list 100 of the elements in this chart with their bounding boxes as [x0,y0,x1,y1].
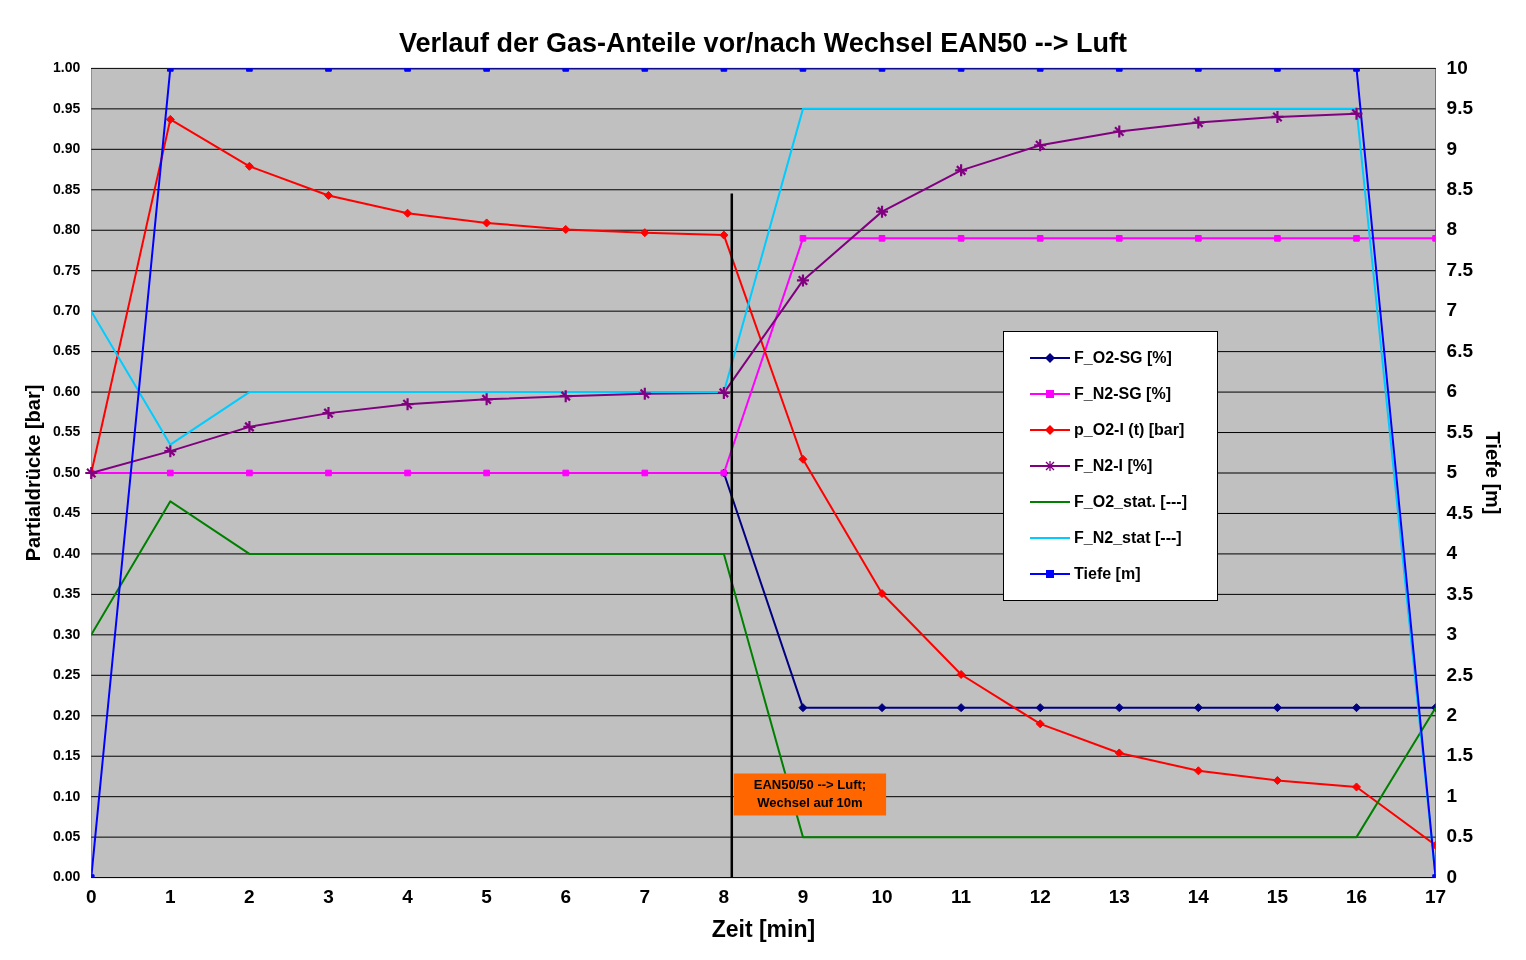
point [246,469,253,477]
x-tick-label: 10 [871,886,893,908]
point [719,230,729,240]
legend-label: F_N2-I [%] [1074,457,1153,475]
y-tick-label: 0.25 [53,666,81,683]
y2-tick-label: 4 [1446,542,1458,564]
point [640,228,650,238]
y-tick-label: 0.05 [53,828,81,844]
y-tick-label: 0.15 [53,747,81,764]
point [878,235,886,242]
y2-tick-label: 10 [1446,56,1468,78]
point [167,469,174,477]
legend-label: F_O2_stat. [---] [1074,493,1187,511]
y2-axis-title: Tiefe [m] [1482,431,1505,515]
point [877,703,887,713]
point [1352,703,1362,713]
y-tick-label: 0.85 [53,180,81,197]
point [799,235,807,242]
x-tick-label: 13 [1108,886,1130,908]
x-tick-label: 6 [560,886,572,908]
x-tick-label: 11 [951,886,972,908]
legend-label: F_N2-SG [%] [1074,385,1171,403]
x-tick-label: 0 [85,886,97,908]
y-tick-label: 1.00 [53,59,81,76]
y2-tick-label: 9.5 [1446,97,1474,119]
ref-line-label: EAN50/50 --> Luft; Wechsel auf 10m [753,777,867,811]
point [956,669,966,679]
y-tick-label: 0.30 [53,625,81,642]
point [1274,235,1281,242]
point [957,235,965,242]
x-tick-label: 8 [718,886,730,908]
point [323,190,333,200]
point [798,703,808,713]
x-tick-label: 16 [1345,886,1368,908]
y-tick-label: 0.65 [53,342,81,359]
point [1352,782,1362,792]
x-tick-label: 3 [323,886,334,908]
point [798,454,808,464]
y-tick-label: 0.35 [53,585,81,602]
legend-label: Tiefe [m] [1074,565,1141,583]
y2-tick-label: 3 [1446,623,1458,645]
y2-tick-label: 7.5 [1446,258,1474,280]
x-axis-title: Zeit [min] [711,915,816,942]
y-tick-label: 0.50 [53,463,81,480]
legend-label: F_O2-SG [%] [1074,349,1172,367]
chart-title: Verlauf der Gas-Anteile vor/nach Wechsel EAN50 --> Luft [399,27,1127,58]
point [403,208,413,218]
y-tick-label: 0.55 [53,423,81,440]
y2-tick-label: 9 [1446,137,1458,159]
x-tick-label: 14 [1187,886,1210,908]
point [1114,703,1124,713]
point [1115,235,1123,242]
point [1353,235,1360,242]
x-tick-label: 1 [165,886,177,908]
y2-tick-label: 0.5 [1446,825,1474,847]
point [561,224,571,234]
x-tick-label: 17 [1425,886,1447,908]
point [243,420,256,433]
x-tick-label: 9 [797,886,809,908]
y2-tick-label: 6.5 [1446,339,1474,361]
y-tick-label: 0.95 [53,99,81,116]
point [483,469,490,477]
y2-tick-label: 8.5 [1446,178,1474,200]
y2-tick-label: 3.5 [1446,582,1474,604]
y-tick-label: 0.60 [53,382,81,399]
point [641,469,649,477]
point [1036,235,1044,242]
y2-tick-label: 7 [1446,299,1458,321]
y2-tick-label: 1 [1446,784,1458,806]
y-tick-label: 0.80 [53,221,81,238]
point [244,161,254,171]
point [325,469,332,477]
point [1114,748,1124,758]
y2-tick-label: 0 [1446,865,1458,887]
y2-tick-label: 8 [1446,218,1458,240]
y2-tick-label: 5 [1446,461,1458,483]
point [404,469,411,477]
y-tick-label: 0.10 [53,787,81,804]
y-axis-title: Partialdrücke [bar] [21,384,44,562]
y2-tick-label: 6 [1446,380,1458,402]
y2-tick-label: 1.5 [1446,744,1474,766]
point [877,589,887,599]
x-tick-label: 4 [402,886,414,908]
y-tick-label: 0.75 [53,261,81,278]
point [1193,766,1203,776]
point [1035,703,1045,713]
y2-tick-label: 2 [1446,703,1458,725]
y-tick-label: 0.45 [53,504,81,521]
point [1195,235,1202,242]
point [165,114,175,124]
point [1271,110,1284,123]
point [1035,719,1045,729]
point [562,469,570,477]
x-tick-label: 12 [1029,886,1051,908]
legend-label: p_O2-I (t) [bar] [1074,421,1185,439]
point [1193,703,1203,713]
x-tick-label: 7 [639,886,651,908]
y-tick-label: 0.40 [53,544,81,561]
x-tick-label: 2 [244,886,255,908]
point [1272,776,1282,785]
